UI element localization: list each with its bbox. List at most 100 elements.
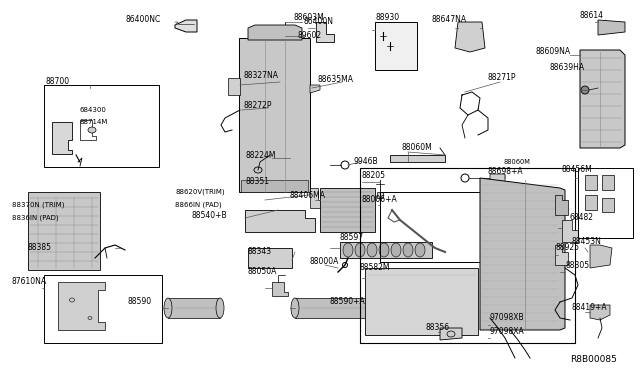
Polygon shape [377, 192, 383, 198]
Polygon shape [590, 305, 610, 320]
Text: 88006+A: 88006+A [362, 196, 397, 205]
Polygon shape [365, 268, 478, 335]
Bar [380, 192, 495, 262]
Ellipse shape [447, 331, 455, 337]
Polygon shape [390, 155, 445, 162]
Text: 88597: 88597 [340, 234, 364, 243]
Polygon shape [168, 298, 220, 318]
Polygon shape [562, 220, 578, 242]
Polygon shape [245, 210, 315, 232]
Polygon shape [228, 78, 240, 95]
Ellipse shape [403, 243, 413, 257]
Text: 88639HA: 88639HA [550, 64, 585, 73]
Text: 88351: 88351 [245, 177, 269, 186]
Polygon shape [340, 242, 432, 258]
Bar [578, 168, 633, 238]
Polygon shape [455, 22, 485, 52]
Text: 88419+A: 88419+A [572, 304, 607, 312]
Text: 88224M: 88224M [246, 151, 276, 160]
Text: 88582M: 88582M [360, 263, 390, 273]
Polygon shape [602, 175, 614, 190]
Text: 88714M: 88714M [80, 119, 108, 125]
Polygon shape [598, 20, 625, 35]
Text: 88590: 88590 [128, 298, 152, 307]
Text: 88603M: 88603M [293, 13, 324, 22]
Polygon shape [58, 282, 105, 330]
Polygon shape [295, 298, 400, 318]
Polygon shape [310, 188, 322, 208]
Text: 88620V(TRIM): 88620V(TRIM) [175, 189, 225, 195]
Text: 88614: 88614 [580, 12, 604, 20]
Polygon shape [277, 37, 285, 48]
Text: 88060M: 88060M [504, 159, 531, 165]
Polygon shape [52, 122, 72, 154]
Polygon shape [555, 195, 568, 215]
Text: 88385: 88385 [28, 244, 52, 253]
Text: 89602: 89602 [297, 32, 321, 41]
Ellipse shape [216, 298, 224, 318]
Text: 88698+A: 88698+A [488, 167, 524, 176]
Polygon shape [310, 85, 320, 93]
Text: 9946B: 9946B [354, 157, 379, 167]
Text: 86400NC: 86400NC [126, 16, 161, 25]
Text: 88700: 88700 [46, 77, 70, 87]
Polygon shape [602, 198, 614, 212]
Text: 684300: 684300 [80, 107, 107, 113]
Polygon shape [480, 178, 565, 330]
Text: 8836IN (PAD): 8836IN (PAD) [12, 215, 59, 221]
Ellipse shape [88, 127, 96, 133]
Polygon shape [239, 38, 310, 192]
Text: 88925: 88925 [556, 244, 580, 253]
Polygon shape [580, 50, 625, 148]
Polygon shape [320, 188, 375, 232]
Bar [44, 275, 162, 343]
Polygon shape [28, 192, 100, 270]
Text: 88305: 88305 [566, 260, 590, 269]
Ellipse shape [391, 243, 401, 257]
Text: 97098XB: 97098XB [490, 314, 525, 323]
Ellipse shape [355, 243, 365, 257]
Text: 88609NA: 88609NA [536, 48, 571, 57]
Polygon shape [272, 282, 288, 296]
Text: 88356: 88356 [426, 324, 450, 333]
Text: 88635MA: 88635MA [318, 76, 354, 84]
Text: 88327NA: 88327NA [243, 71, 278, 80]
Ellipse shape [415, 243, 425, 257]
Ellipse shape [291, 298, 299, 318]
Text: 88456M: 88456M [562, 166, 593, 174]
Bar [360, 168, 575, 343]
Text: 88271P: 88271P [488, 74, 516, 83]
Bar [375, 22, 417, 70]
Text: 86400N: 86400N [304, 17, 334, 26]
Polygon shape [440, 328, 462, 340]
Ellipse shape [367, 243, 377, 257]
Text: 88590+A: 88590+A [330, 298, 365, 307]
Ellipse shape [581, 86, 589, 94]
Polygon shape [555, 245, 568, 265]
Ellipse shape [343, 243, 353, 257]
Text: 88453N: 88453N [572, 237, 602, 247]
Polygon shape [175, 20, 197, 32]
Ellipse shape [379, 243, 389, 257]
Text: 87610NA: 87610NA [12, 278, 47, 286]
Text: 88205: 88205 [362, 170, 386, 180]
Ellipse shape [396, 298, 404, 318]
Polygon shape [590, 245, 612, 268]
Text: 88370N (TRIM): 88370N (TRIM) [12, 202, 65, 208]
Text: R8B00085: R8B00085 [570, 356, 617, 365]
Polygon shape [241, 180, 308, 192]
Polygon shape [316, 22, 334, 42]
Polygon shape [248, 25, 302, 40]
Text: 88272P: 88272P [243, 100, 271, 109]
Polygon shape [248, 248, 292, 268]
Polygon shape [490, 174, 505, 185]
Text: 88000A: 88000A [310, 257, 339, 266]
Text: 88343: 88343 [248, 247, 272, 257]
Text: 88930: 88930 [376, 13, 400, 22]
Text: 88060M: 88060M [402, 144, 433, 153]
Polygon shape [585, 195, 597, 210]
Bar [44, 85, 159, 167]
Text: 88050A: 88050A [248, 267, 277, 276]
Ellipse shape [164, 298, 172, 318]
Text: 88540+B: 88540+B [192, 211, 228, 219]
